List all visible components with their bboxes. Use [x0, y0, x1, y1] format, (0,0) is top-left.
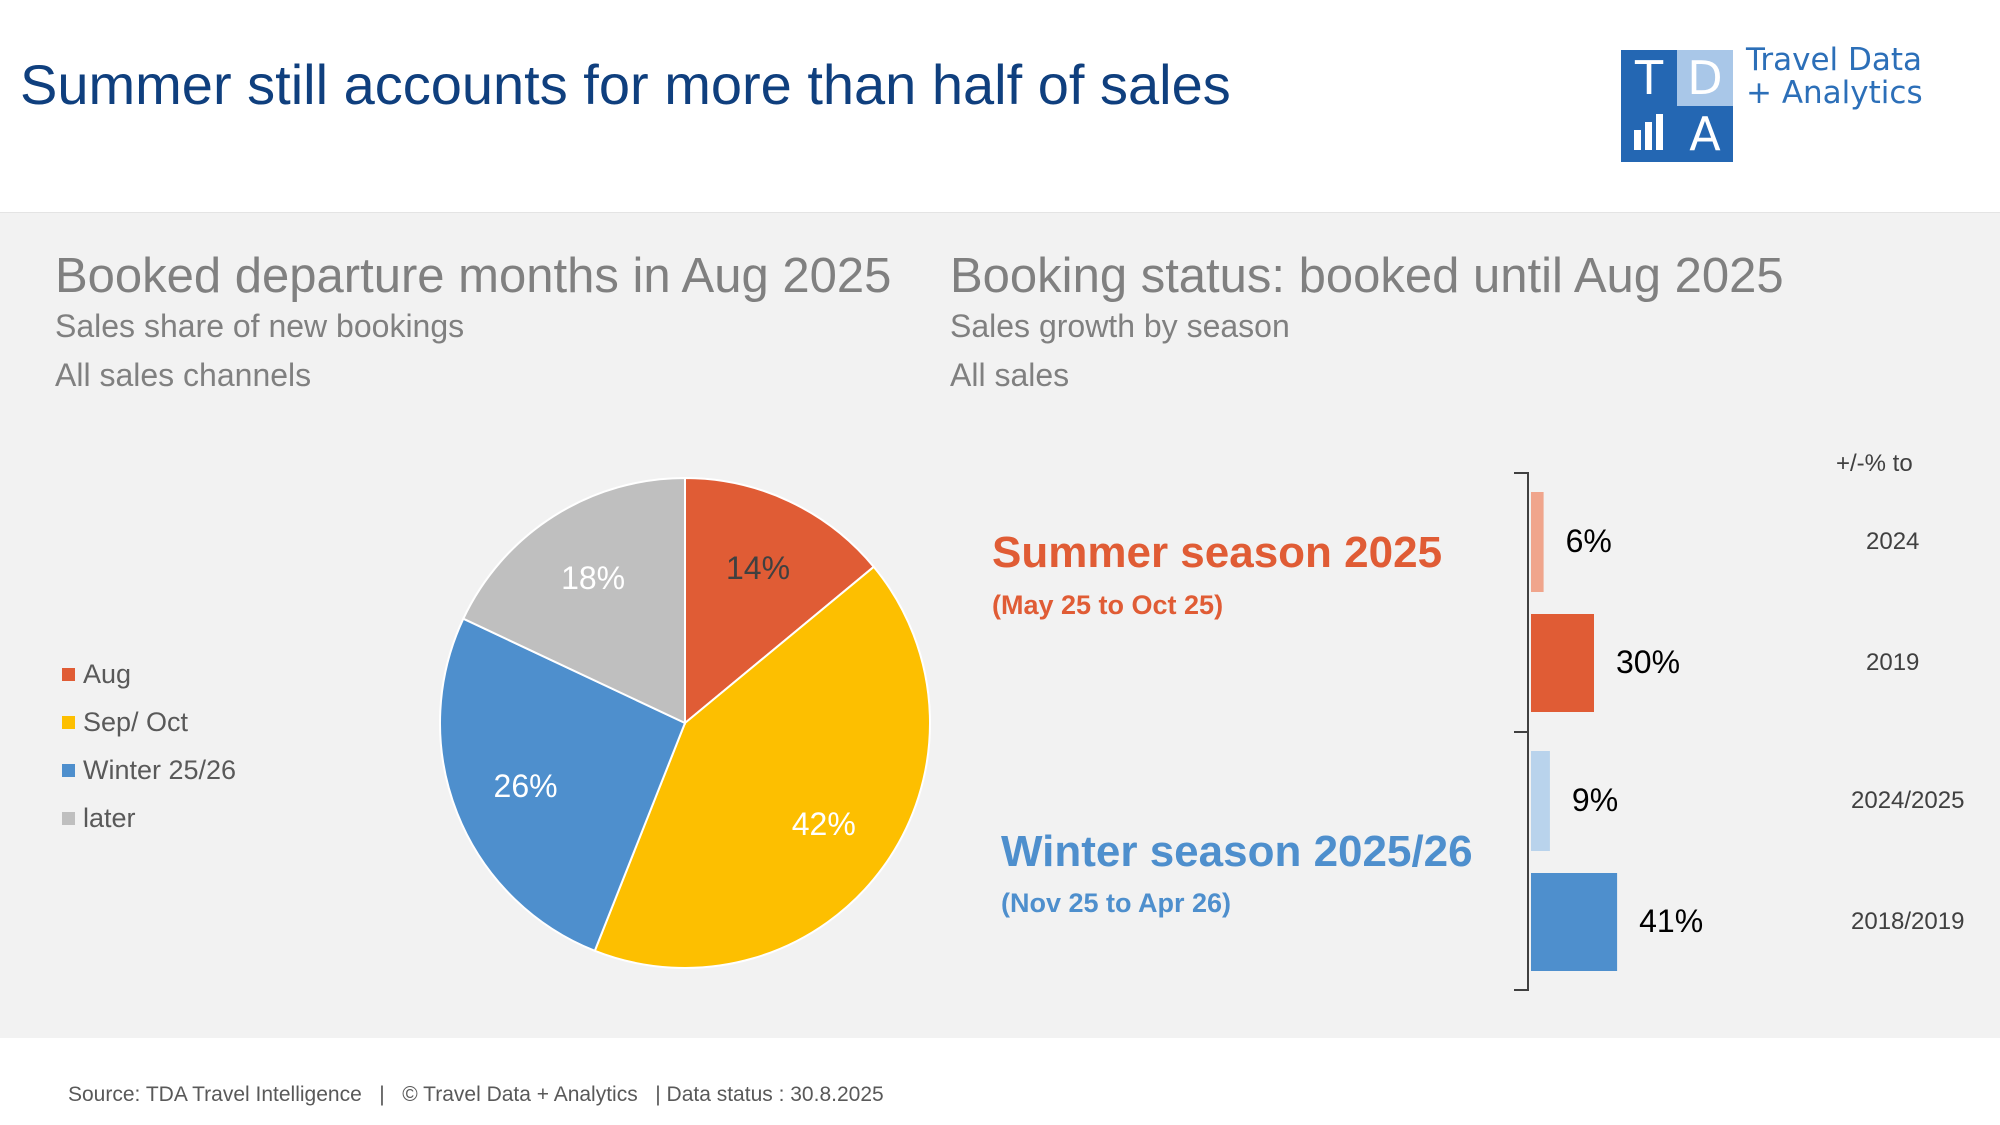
footer-copyright: © Travel Data + Analytics — [402, 1083, 638, 1106]
footer: Source: TDA Travel Intelligence | © Trav… — [68, 1083, 884, 1107]
logo-bar-icon — [1634, 130, 1641, 150]
logo-line1: Travel Data — [1746, 42, 1923, 78]
pie-legend: Aug Sep/ Oct Winter 25/26 later — [62, 650, 236, 842]
left-chart-title: Booked departure months in Aug 2025 — [55, 249, 892, 303]
tda-logo: T D A — [1621, 50, 1733, 162]
legend-item-aug: Aug — [62, 650, 236, 698]
pie-slice-label: 14% — [726, 550, 790, 586]
legend-swatch — [62, 667, 75, 681]
summer-season-range: (May 25 to Oct 25) — [992, 590, 1224, 620]
logo-letter-a: A — [1689, 107, 1721, 161]
comparison-year-label: 2024/2025 — [1851, 787, 1965, 814]
comparison-year-label: 2018/2019 — [1851, 908, 1965, 935]
season-bar — [1531, 614, 1594, 712]
legend-swatch — [62, 715, 75, 729]
legend-label: Winter 25/26 — [83, 754, 237, 785]
winter-season-title: Winter season 2025/26 — [1001, 827, 1473, 876]
legend-label: Aug — [83, 658, 132, 689]
header: Summer still accounts for more than half… — [0, 0, 2000, 212]
bar-value-label: 30% — [1616, 644, 1681, 680]
content-panel — [0, 212, 2000, 1038]
footer-separator: | — [361, 1083, 403, 1106]
bar-value-label: 9% — [1571, 782, 1619, 818]
winter-season-range: (Nov 25 to Apr 26) — [1001, 888, 1232, 918]
comparison-header: +/-% to — [1836, 450, 1913, 477]
legend-item-winter: Winter 25/26 — [62, 746, 236, 794]
footer-source: Source: TDA Travel Intelligence — [68, 1083, 362, 1106]
pie-slice — [439, 617, 687, 953]
legend-item-later: later — [62, 794, 236, 842]
bar-value-label: 6% — [1565, 523, 1612, 559]
logo-wordmark: Travel Data + Analytics — [1746, 44, 1923, 110]
legend-item-sep-oct: Sep/ Oct — [62, 698, 236, 746]
left-chart-subtitle-2: All sales channels — [55, 357, 312, 393]
summer-season-title: Summer season 2025 — [992, 528, 1443, 577]
pie-slice-label: 26% — [494, 768, 558, 804]
page-title: Summer still accounts for more than half… — [20, 53, 1231, 116]
pie-slice — [461, 476, 686, 725]
bar-axis-bracket — [1514, 472, 1529, 991]
legend-label: Sep/ Oct — [83, 706, 189, 737]
comparison-year-label: 2024 — [1866, 528, 1920, 555]
right-chart-subtitle-1: Sales growth by season — [950, 308, 1290, 344]
season-bar — [1531, 751, 1550, 851]
right-chart-title: Booking status: booked until Aug 2025 — [950, 249, 1784, 303]
footer-data-status: Data status : 30.8.2025 — [666, 1083, 884, 1106]
legend-label: later — [83, 802, 136, 833]
pie-slice-label: 18% — [561, 560, 625, 596]
legend-swatch — [62, 763, 75, 777]
logo-letter-d: D — [1687, 51, 1722, 105]
legend-swatch — [62, 811, 75, 825]
bar-value-label: 41% — [1639, 903, 1704, 939]
logo-line2: + Analytics — [1746, 75, 1923, 111]
season-bar — [1531, 873, 1618, 971]
comparison-year-label: 2019 — [1866, 649, 1920, 676]
right-chart-subtitle-2: All sales — [950, 357, 1070, 393]
pie-slice — [593, 565, 931, 969]
pie-slice — [684, 476, 876, 726]
pie-slice-label: 42% — [792, 806, 856, 842]
logo-letter-t: T — [1634, 51, 1664, 105]
footer-separator: | — [637, 1083, 667, 1106]
season-bar — [1531, 492, 1544, 592]
left-chart-subtitle-1: Sales share of new bookings — [55, 308, 465, 344]
